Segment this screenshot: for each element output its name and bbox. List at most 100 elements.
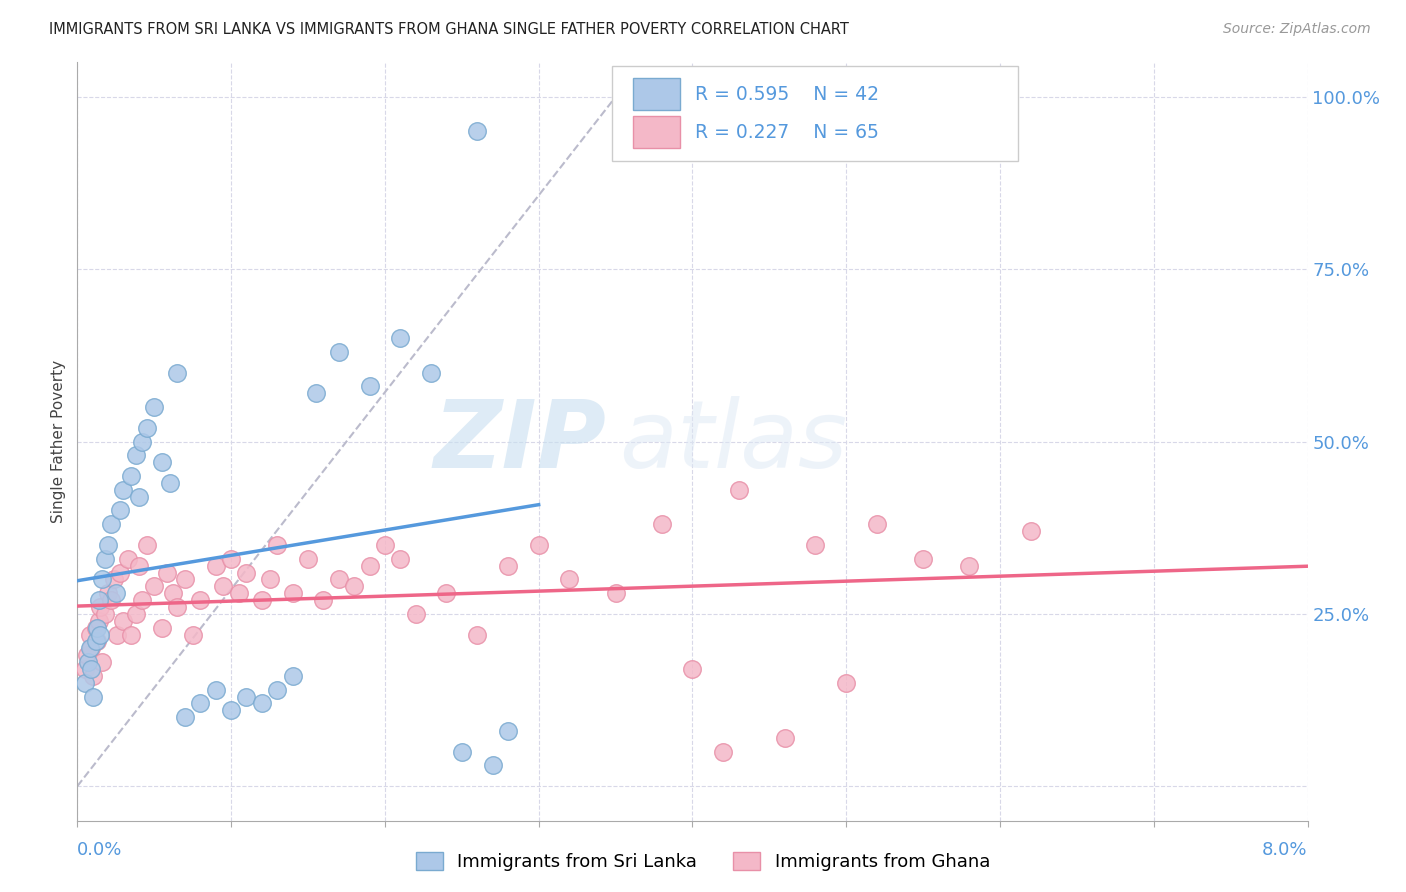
Point [117,551,139,566]
Point [128,558,150,573]
Point [359,379,381,393]
Point [73,662,96,676]
Point [90,573,114,587]
Point [866,517,889,532]
Point [174,573,197,587]
Point [651,517,673,532]
Point [359,558,381,573]
Point [957,558,980,573]
Text: 8.0%: 8.0% [1263,841,1308,859]
Point [94,607,117,621]
Point [131,434,153,449]
Text: ZIP: ZIP [433,395,606,488]
Point [155,566,177,580]
Point [86,634,108,648]
Point [219,551,242,566]
Legend: Immigrants from Sri Lanka, Immigrants from Ghana: Immigrants from Sri Lanka, Immigrants fr… [409,845,997,879]
Point [128,490,150,504]
Point [328,573,350,587]
Point [297,551,319,566]
Text: R = 0.595    N = 42: R = 0.595 N = 42 [695,85,879,103]
Point [281,586,304,600]
Point [527,538,550,552]
Point [84,621,107,635]
Point [188,593,212,607]
Point [773,731,796,745]
Point [204,682,226,697]
Point [94,551,117,566]
Point [82,669,104,683]
Point [605,586,627,600]
Point [110,503,132,517]
Point [86,621,108,635]
Point [77,655,100,669]
Point [84,634,107,648]
Point [266,538,288,552]
Point [804,538,827,552]
Point [159,475,181,490]
Point [162,586,184,600]
Point [912,551,935,566]
Text: IMMIGRANTS FROM SRI LANKA VS IMMIGRANTS FROM GHANA SINGLE FATHER POVERTY CORRELA: IMMIGRANTS FROM SRI LANKA VS IMMIGRANTS … [49,22,849,37]
Point [120,469,142,483]
Point [166,599,188,614]
Point [112,614,135,628]
Point [250,593,273,607]
Point [481,758,503,772]
Point [212,579,235,593]
Point [80,641,103,656]
Point [682,662,704,676]
Y-axis label: Single Father Poverty: Single Father Poverty [51,360,66,523]
Point [100,517,122,532]
Point [281,669,304,683]
Point [259,573,281,587]
Point [120,627,142,641]
Point [420,366,443,380]
Point [266,682,288,697]
FancyBboxPatch shape [613,66,1018,161]
Point [135,421,157,435]
Point [835,675,858,690]
Point [235,566,257,580]
Point [181,627,204,641]
Point [89,627,111,641]
Point [235,690,257,704]
Point [558,573,581,587]
Point [496,558,519,573]
Point [143,400,166,414]
Point [219,703,242,717]
FancyBboxPatch shape [634,116,681,148]
Point [405,607,427,621]
Point [305,386,328,401]
Point [79,627,101,641]
Point [228,586,250,600]
Point [110,566,132,580]
Point [125,607,148,621]
Point [374,538,396,552]
Point [80,662,103,676]
Point [204,558,226,573]
Point [105,627,128,641]
Point [496,724,519,739]
Point [174,710,197,724]
Point [465,627,488,641]
Text: Source: ZipAtlas.com: Source: ZipAtlas.com [1223,22,1371,37]
Text: atlas: atlas [619,396,846,487]
Point [73,675,96,690]
Point [150,455,173,469]
Point [250,697,273,711]
Point [87,614,110,628]
Point [79,641,101,656]
FancyBboxPatch shape [634,78,681,111]
Point [97,538,120,552]
Point [112,483,135,497]
Point [328,345,350,359]
Point [90,655,114,669]
Point [89,599,111,614]
Point [312,593,335,607]
Point [436,586,458,600]
Point [87,593,110,607]
Point [450,745,472,759]
Point [465,124,488,138]
Point [76,648,98,663]
